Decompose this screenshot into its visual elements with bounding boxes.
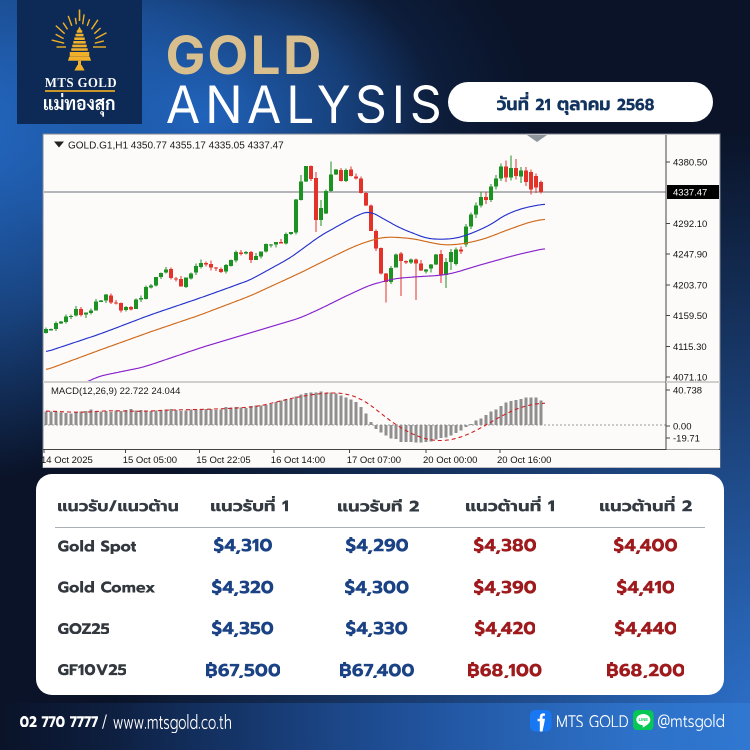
svg-text:14 Oct 2025: 14 Oct 2025 (41, 455, 93, 466)
svg-text:4380.50: 4380.50 (673, 158, 707, 169)
svg-text:4159.50: 4159.50 (673, 311, 707, 322)
svg-text:15 Oct 05:00: 15 Oct 05:00 (123, 455, 177, 466)
svg-text:16 Oct 14:00: 16 Oct 14:00 (271, 455, 325, 466)
svg-text:15 Oct 22:05: 15 Oct 22:05 (196, 455, 250, 466)
svg-text:GOLD.G1,H1 4350.77 4355.17 43: GOLD.G1,H1 4350.77 4355.17 4335.05 4337.… (68, 141, 284, 152)
svg-text:0.00: 0.00 (673, 422, 692, 433)
svg-text:LINE: LINE (639, 717, 649, 722)
svg-text:4247.90: 4247.90 (673, 250, 707, 261)
svg-text:4071.10: 4071.10 (673, 373, 707, 384)
svg-text:40.738: 40.738 (673, 386, 702, 397)
svg-text:17 Oct 07:00: 17 Oct 07:00 (347, 455, 401, 466)
svg-text:20 Oct 16:00: 20 Oct 16:00 (497, 455, 551, 466)
svg-text:MACD(12,26,9) 22.722 24.044: MACD(12,26,9) 22.722 24.044 (51, 386, 180, 397)
svg-text:4292.10: 4292.10 (673, 219, 707, 230)
svg-text:4203.70: 4203.70 (673, 280, 707, 291)
svg-text:4115.30: 4115.30 (673, 342, 707, 353)
svg-text:20 Oct 00:00: 20 Oct 00:00 (423, 455, 477, 466)
svg-text:-19.71: -19.71 (673, 434, 700, 445)
svg-text:4337.47: 4337.47 (673, 187, 707, 198)
